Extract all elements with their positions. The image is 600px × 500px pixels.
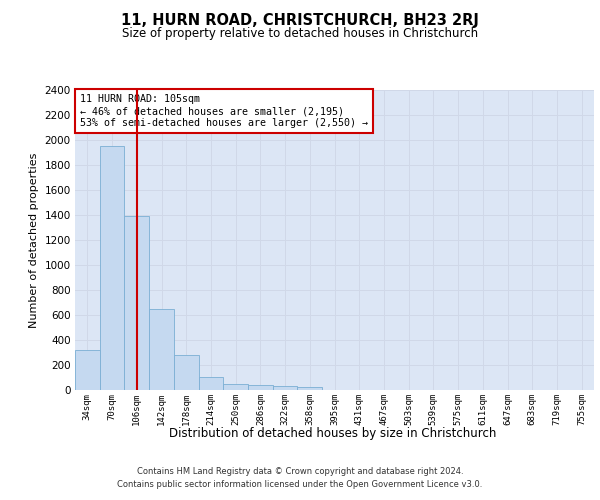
- Text: Size of property relative to detached houses in Christchurch: Size of property relative to detached ho…: [122, 28, 478, 40]
- Bar: [174, 355, 199, 390]
- Bar: [75, 350, 100, 390]
- Text: Contains HM Land Registry data © Crown copyright and database right 2024.: Contains HM Land Registry data © Crown c…: [137, 468, 463, 476]
- Bar: [298, 387, 322, 390]
- Text: 11, HURN ROAD, CHRISTCHURCH, BH23 2RJ: 11, HURN ROAD, CHRISTCHURCH, BH23 2RJ: [121, 12, 479, 28]
- Bar: [223, 384, 248, 390]
- Bar: [100, 146, 124, 390]
- Bar: [199, 377, 223, 390]
- Bar: [124, 216, 149, 390]
- Text: Contains public sector information licensed under the Open Government Licence v3: Contains public sector information licen…: [118, 480, 482, 489]
- Text: 11 HURN ROAD: 105sqm
← 46% of detached houses are smaller (2,195)
53% of semi-de: 11 HURN ROAD: 105sqm ← 46% of detached h…: [80, 94, 368, 128]
- Y-axis label: Number of detached properties: Number of detached properties: [29, 152, 39, 328]
- Bar: [248, 384, 273, 390]
- Bar: [149, 308, 174, 390]
- Bar: [273, 386, 298, 390]
- Text: Distribution of detached houses by size in Christchurch: Distribution of detached houses by size …: [169, 428, 497, 440]
